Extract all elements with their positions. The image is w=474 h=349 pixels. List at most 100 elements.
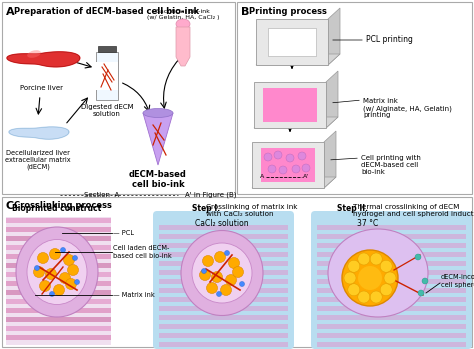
Circle shape: [217, 291, 221, 297]
Circle shape: [302, 164, 310, 172]
Circle shape: [415, 254, 421, 260]
Polygon shape: [261, 148, 315, 181]
Circle shape: [202, 255, 213, 267]
Bar: [2, 2, 235, 194]
Circle shape: [49, 291, 55, 297]
Circle shape: [201, 268, 207, 274]
Bar: [159, 297, 288, 302]
Bar: [159, 243, 288, 248]
Circle shape: [279, 166, 287, 174]
Polygon shape: [252, 142, 324, 188]
Text: Cell printing with
dECM-based cell
bio-ink: Cell printing with dECM-based cell bio-i…: [361, 155, 421, 175]
Circle shape: [239, 282, 245, 287]
Circle shape: [60, 273, 71, 283]
Circle shape: [342, 250, 398, 306]
Circle shape: [207, 282, 218, 294]
Bar: [317, 252, 466, 257]
Polygon shape: [7, 52, 80, 67]
Polygon shape: [324, 131, 336, 188]
Bar: [6, 335, 111, 340]
Circle shape: [64, 254, 74, 266]
Text: Crosslinking of matrix ink
with CaCl₂ solution: Crosslinking of matrix ink with CaCl₂ so…: [206, 204, 298, 217]
Bar: [6, 308, 111, 313]
Text: — Matrix ink: — Matrix ink: [113, 292, 155, 298]
Circle shape: [422, 278, 428, 284]
Text: CaCl₂ solution: CaCl₂ solution: [195, 219, 249, 228]
Circle shape: [418, 290, 424, 296]
Circle shape: [348, 260, 360, 272]
Text: Bioprinted construct: Bioprinted construct: [12, 204, 101, 213]
Polygon shape: [256, 19, 328, 65]
Circle shape: [67, 265, 79, 275]
Text: dECM-based
cell bio-ink: dECM-based cell bio-ink: [129, 170, 187, 190]
Circle shape: [220, 284, 231, 296]
Bar: [317, 225, 466, 230]
Bar: [317, 288, 466, 293]
Ellipse shape: [176, 19, 190, 29]
Text: Porcine liver: Porcine liver: [20, 85, 64, 91]
Circle shape: [61, 247, 65, 252]
Bar: [317, 333, 466, 338]
FancyBboxPatch shape: [311, 211, 472, 349]
Text: — PCL: — PCL: [113, 230, 134, 236]
Text: Cell laden dECM-
based cell bio-ink: Cell laden dECM- based cell bio-ink: [113, 245, 172, 259]
Ellipse shape: [27, 50, 41, 58]
Circle shape: [380, 260, 392, 272]
Bar: [317, 342, 466, 347]
Circle shape: [37, 252, 48, 263]
Circle shape: [358, 291, 370, 303]
Text: Preparation of dECM-based cell bio-ink: Preparation of dECM-based cell bio-ink: [14, 7, 199, 16]
Bar: [317, 243, 466, 248]
Bar: [159, 324, 288, 329]
Ellipse shape: [143, 109, 173, 118]
Circle shape: [298, 152, 306, 160]
Bar: [6, 218, 111, 223]
Bar: [159, 306, 288, 311]
Circle shape: [34, 267, 45, 277]
Circle shape: [200, 269, 210, 281]
Bar: [159, 333, 288, 338]
Circle shape: [274, 151, 282, 159]
Polygon shape: [326, 71, 338, 128]
Bar: [6, 326, 111, 331]
Bar: [317, 261, 466, 266]
Text: Digested dECM
solution: Digested dECM solution: [81, 104, 133, 117]
Bar: [159, 261, 288, 266]
Polygon shape: [176, 27, 190, 66]
Bar: [159, 342, 288, 347]
Circle shape: [228, 258, 239, 268]
Circle shape: [286, 154, 294, 162]
Circle shape: [49, 248, 61, 260]
Circle shape: [348, 284, 360, 296]
Circle shape: [344, 272, 356, 284]
Bar: [159, 252, 288, 257]
Ellipse shape: [27, 239, 87, 304]
Circle shape: [54, 284, 64, 296]
Text: Thermal crosslinking of dECM
hydrogel and cell spheroid induction: Thermal crosslinking of dECM hydrogel an…: [353, 204, 474, 217]
Circle shape: [233, 267, 244, 277]
Bar: [159, 270, 288, 275]
Bar: [159, 315, 288, 320]
Polygon shape: [143, 113, 173, 165]
Bar: [6, 227, 111, 232]
Bar: [6, 254, 111, 259]
Bar: [317, 279, 466, 284]
Polygon shape: [254, 117, 338, 128]
FancyBboxPatch shape: [153, 211, 294, 349]
Bar: [6, 245, 111, 250]
Circle shape: [215, 252, 226, 262]
Bar: [317, 315, 466, 320]
Bar: [96, 62, 118, 90]
Circle shape: [358, 253, 370, 265]
Circle shape: [211, 272, 222, 282]
Bar: [159, 279, 288, 284]
Bar: [317, 324, 466, 329]
Polygon shape: [254, 82, 326, 128]
Circle shape: [264, 153, 272, 161]
Bar: [2, 197, 472, 347]
Bar: [159, 234, 288, 239]
Circle shape: [73, 255, 78, 260]
Text: dECM-incorporated
cell spheroid: dECM-incorporated cell spheroid: [441, 275, 474, 288]
Text: A': A': [303, 174, 309, 179]
Circle shape: [268, 165, 276, 173]
